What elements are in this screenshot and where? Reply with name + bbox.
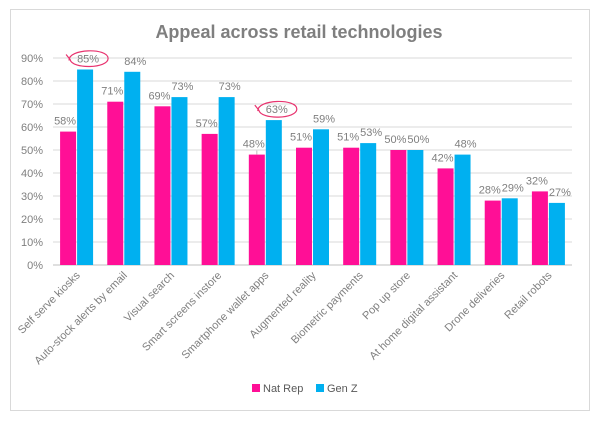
legend-swatch xyxy=(252,384,260,392)
highlight-circle xyxy=(65,50,109,68)
bar-gen-z xyxy=(77,69,94,265)
bar-gen-z xyxy=(454,154,471,265)
data-label: 29% xyxy=(502,182,524,194)
data-label: 51% xyxy=(290,132,312,144)
data-label: 63% xyxy=(266,104,288,116)
bar-nat-rep xyxy=(531,191,548,265)
bar-nat-rep xyxy=(437,168,454,265)
y-tick-label: 90% xyxy=(21,53,43,65)
bar-gen-z xyxy=(360,143,377,265)
bars xyxy=(60,69,565,265)
data-label: 51% xyxy=(337,132,359,144)
chart-title: Appeal across retail technologies xyxy=(155,22,442,42)
data-label: 32% xyxy=(526,175,548,187)
data-label: 85% xyxy=(77,54,99,66)
highlight-circle xyxy=(254,100,298,118)
y-tick-label: 40% xyxy=(21,168,43,180)
bar-gen-z xyxy=(313,129,329,265)
y-tick-label: 80% xyxy=(21,76,43,88)
category-label: Retail robots xyxy=(502,269,555,322)
bar-nat-rep xyxy=(60,131,77,265)
bar-gen-z xyxy=(407,150,424,265)
data-label: 48% xyxy=(243,139,265,151)
bar-gen-z xyxy=(548,202,565,265)
legend-label: Nat Rep xyxy=(263,383,303,395)
bar-nat-rep xyxy=(248,154,265,265)
highlight-circles xyxy=(65,50,298,118)
category-label: Smartphone wallet apps xyxy=(180,269,272,361)
data-label: 58% xyxy=(54,116,76,128)
data-label: 28% xyxy=(479,185,501,197)
data-label: 27% xyxy=(549,187,571,199)
data-label: 50% xyxy=(384,134,406,146)
bar-nat-rep xyxy=(390,150,407,265)
bar-nat-rep xyxy=(484,200,501,265)
category-label: Pop up store xyxy=(360,270,413,323)
bar-nat-rep xyxy=(201,133,218,265)
data-label: 57% xyxy=(196,118,218,130)
bar-gen-z xyxy=(124,71,141,265)
bar-nat-rep xyxy=(343,147,360,265)
category-label: At home digital assistant xyxy=(367,270,460,363)
data-label: 69% xyxy=(148,90,170,102)
category-label: Auto-stock alerts by email xyxy=(32,270,130,368)
data-label: 48% xyxy=(455,139,477,151)
bar-nat-rep xyxy=(107,101,124,265)
bar-nat-rep xyxy=(154,106,171,265)
data-label: 42% xyxy=(432,152,454,164)
legend-swatch xyxy=(316,384,324,392)
category-label: Smart screens instore xyxy=(140,270,224,354)
bar-gen-z xyxy=(171,97,188,265)
data-label: 53% xyxy=(360,127,382,139)
y-tick-label: 20% xyxy=(21,214,43,226)
y-tick-label: 50% xyxy=(21,145,43,157)
bar-gen-z xyxy=(501,198,518,265)
y-tick-label: 10% xyxy=(21,237,43,249)
bar-gen-z xyxy=(218,97,235,265)
data-label: 71% xyxy=(101,86,123,98)
bar-gen-z xyxy=(265,120,282,265)
bar-nat-rep xyxy=(296,147,312,265)
legend: Nat Rep Gen Z xyxy=(252,383,358,395)
y-tick-label: 70% xyxy=(21,99,43,111)
legend-label: Gen Z xyxy=(327,383,358,395)
data-label: 84% xyxy=(124,56,146,68)
data-label: 73% xyxy=(171,81,193,93)
data-labels: 58%85%71%84%69%73%57%73%48%63%51%59%51% 5… xyxy=(54,54,571,199)
data-label: 59% xyxy=(313,113,335,125)
data-label: 50% xyxy=(407,134,429,146)
y-tick-label: 0% xyxy=(27,260,43,272)
y-tick-label: 60% xyxy=(21,122,43,134)
data-label: 73% xyxy=(219,81,241,93)
y-axis: 0% 10% 20% 30% 40% 50% 60% 70% 80% 90% xyxy=(21,53,43,272)
y-tick-label: 30% xyxy=(21,191,43,203)
